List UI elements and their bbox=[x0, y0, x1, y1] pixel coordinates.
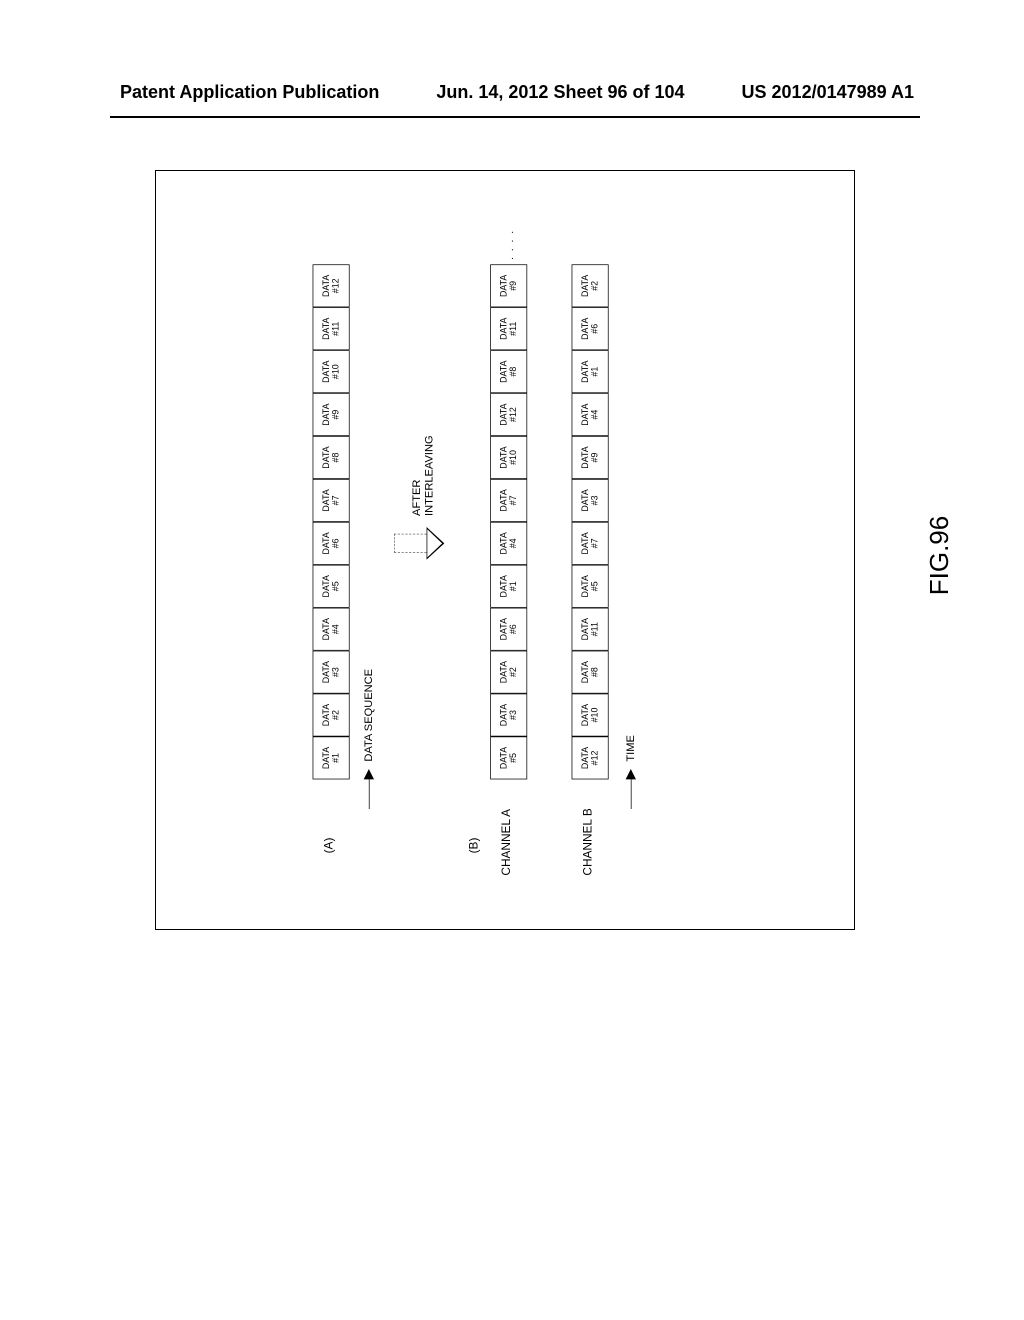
data-cell: DATA#5 bbox=[572, 565, 609, 608]
data-cell-text: #1 bbox=[331, 753, 341, 763]
data-cell-text: #7 bbox=[331, 495, 341, 505]
data-cell-text: #11 bbox=[590, 622, 600, 636]
interleave-arrow-head-fill-icon bbox=[427, 529, 442, 557]
data-cell: DATA#6 bbox=[313, 522, 350, 565]
data-cell: DATA#7 bbox=[313, 479, 350, 522]
figure-caption: FIG.96 bbox=[924, 516, 955, 595]
header-center: Jun. 14, 2012 Sheet 96 of 104 bbox=[436, 82, 684, 103]
data-cell-text: #1 bbox=[590, 367, 600, 377]
data-cell: DATA#9 bbox=[490, 264, 527, 307]
data-cell: DATA#4 bbox=[313, 608, 350, 651]
data-cell-text: #1 bbox=[509, 581, 519, 591]
data-cell: DATA#11 bbox=[313, 307, 350, 350]
page: Patent Application Publication Jun. 14, … bbox=[0, 0, 1024, 1320]
data-cell: DATA#4 bbox=[490, 522, 527, 565]
interleave-arrow-shaft-icon bbox=[394, 534, 427, 553]
data-cell: DATA#11 bbox=[490, 307, 527, 350]
data-cell: DATA#2 bbox=[313, 694, 350, 737]
data-cell-text: #6 bbox=[590, 324, 600, 334]
data-cell-text: #7 bbox=[509, 495, 519, 505]
data-cell: DATA#10 bbox=[490, 436, 527, 479]
data-cell-text: #5 bbox=[331, 581, 341, 591]
continuation-dots: . . . . bbox=[504, 229, 516, 260]
data-cell: DATA#12 bbox=[490, 393, 527, 436]
header-left: Patent Application Publication bbox=[120, 82, 379, 103]
data-cell: DATA#12 bbox=[572, 736, 609, 779]
data-cell: DATA#12 bbox=[313, 264, 350, 307]
section-b-tag: (B) bbox=[468, 838, 481, 854]
data-sequence-axis-label: DATA SEQUENCE bbox=[362, 669, 375, 762]
page-header: Patent Application Publication Jun. 14, … bbox=[0, 82, 1024, 103]
data-cell-text: #4 bbox=[509, 538, 519, 548]
data-cell-text: #12 bbox=[509, 407, 519, 422]
channel-a-cells: DATA#5DATA#3DATA#2DATA#6DATA#1DATA#4DATA… bbox=[490, 264, 527, 779]
data-cell-text: #12 bbox=[331, 278, 341, 293]
time-axis-arrowhead-icon bbox=[626, 769, 636, 779]
data-cell: DATA#11 bbox=[572, 608, 609, 651]
section-a-tag: (A) bbox=[323, 838, 336, 854]
data-cell: DATA#10 bbox=[313, 350, 350, 393]
data-cell-text: #11 bbox=[509, 322, 519, 336]
header-rule bbox=[110, 116, 920, 118]
data-cell-text: #3 bbox=[331, 667, 341, 677]
data-cell: DATA#3 bbox=[313, 651, 350, 694]
data-cell-text: #12 bbox=[590, 751, 600, 766]
data-cell-text: #8 bbox=[590, 667, 600, 677]
data-cell-text: #5 bbox=[509, 753, 519, 763]
data-cell: DATA#8 bbox=[490, 350, 527, 393]
data-cell: DATA#6 bbox=[572, 307, 609, 350]
data-cell-text: #3 bbox=[509, 710, 519, 720]
data-sequence-axis-line bbox=[369, 779, 370, 809]
data-cell-text: #9 bbox=[331, 410, 341, 420]
channel-b-label: CHANNEL B bbox=[582, 808, 595, 875]
data-sequence-axis-arrowhead-icon bbox=[364, 769, 374, 779]
data-cell: DATA#9 bbox=[572, 436, 609, 479]
data-cell: DATA#8 bbox=[572, 651, 609, 694]
header-right: US 2012/0147989 A1 bbox=[742, 82, 914, 103]
data-cell: DATA#9 bbox=[313, 393, 350, 436]
data-cell-text: #11 bbox=[331, 322, 341, 336]
data-cell-text: #3 bbox=[590, 495, 600, 505]
time-axis-line bbox=[631, 779, 632, 809]
data-cell-text: #9 bbox=[590, 453, 600, 463]
data-cell-text: #10 bbox=[509, 450, 519, 465]
data-cell: DATA#5 bbox=[490, 736, 527, 779]
data-cell-text: #4 bbox=[590, 410, 600, 420]
diagram: (A) DATA#1DATA#2DATA#3DATA#4DATA#5DATA#6… bbox=[298, 217, 712, 883]
data-cell: DATA#4 bbox=[572, 393, 609, 436]
data-cell: DATA#10 bbox=[572, 694, 609, 737]
data-cell: DATA#1 bbox=[490, 565, 527, 608]
data-cell: DATA#2 bbox=[572, 264, 609, 307]
data-cell-text: #8 bbox=[509, 367, 519, 377]
data-cell: DATA#6 bbox=[490, 608, 527, 651]
data-cell: DATA#8 bbox=[313, 436, 350, 479]
data-cell: DATA#5 bbox=[313, 565, 350, 608]
data-cell: DATA#3 bbox=[572, 479, 609, 522]
data-cell-text: #2 bbox=[590, 281, 600, 291]
data-cell: DATA#1 bbox=[572, 350, 609, 393]
data-cell-text: #10 bbox=[331, 364, 341, 379]
data-cell-text: #2 bbox=[331, 710, 341, 720]
channel-a-label: CHANNEL A bbox=[501, 809, 514, 876]
data-cell: DATA#1 bbox=[313, 736, 350, 779]
section-a-cells: DATA#1DATA#2DATA#3DATA#4DATA#5DATA#6DATA… bbox=[313, 264, 350, 779]
data-cell: DATA#7 bbox=[572, 522, 609, 565]
data-cell-text: #4 bbox=[331, 624, 341, 634]
data-cell-text: #7 bbox=[590, 538, 600, 548]
data-cell-text: #8 bbox=[331, 453, 341, 463]
data-cell-text: #6 bbox=[509, 624, 519, 634]
data-cell: DATA#2 bbox=[490, 651, 527, 694]
data-cell-text: #2 bbox=[509, 667, 519, 677]
channel-b-cells: DATA#12DATA#10DATA#8DATA#11DATA#5DATA#7D… bbox=[572, 264, 609, 779]
interleave-label: AFTER INTERLEAVING bbox=[410, 435, 435, 516]
data-cell-text: #9 bbox=[509, 281, 519, 291]
data-cell: DATA#3 bbox=[490, 694, 527, 737]
time-axis-label: TIME bbox=[624, 735, 637, 762]
data-cell-text: #6 bbox=[331, 538, 341, 548]
data-cell-text: #10 bbox=[590, 708, 600, 723]
data-cell-text: #5 bbox=[590, 581, 600, 591]
data-cell: DATA#7 bbox=[490, 479, 527, 522]
figure-frame: (A) DATA#1DATA#2DATA#3DATA#4DATA#5DATA#6… bbox=[155, 170, 855, 930]
